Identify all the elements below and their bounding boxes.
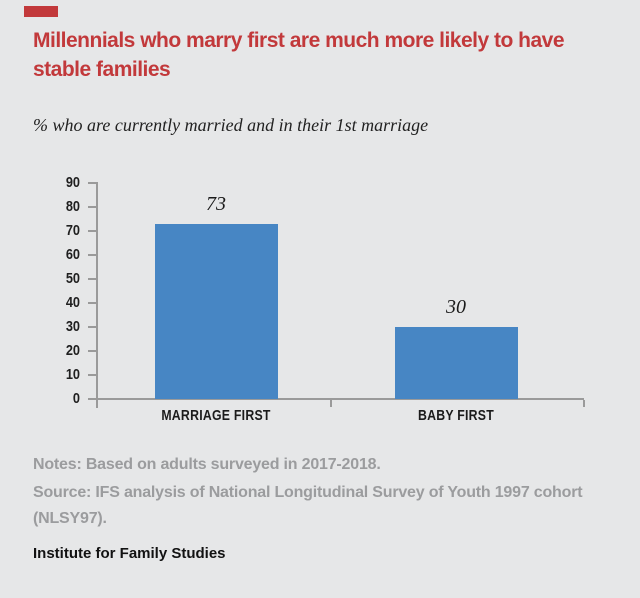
- y-tick-label: 20: [65, 342, 80, 359]
- chart-subtitle: % who are currently married and in their…: [33, 115, 429, 135]
- y-tick-mark: [88, 278, 97, 280]
- brand-red-tab: [24, 6, 58, 17]
- y-tick-label: 0: [72, 390, 80, 407]
- y-tick-mark: [88, 182, 97, 184]
- y-tick-label: 40: [65, 294, 80, 311]
- y-tick-label: 70: [65, 222, 80, 239]
- notes-text: Notes: Based on adults surveyed in 2017-…: [33, 456, 381, 473]
- y-tick-mark: [88, 350, 97, 352]
- y-tick-mark: [88, 326, 97, 328]
- y-tick-mark: [88, 374, 97, 376]
- x-axis-tick: [583, 400, 585, 407]
- bar: [395, 327, 518, 399]
- y-tick-label: 30: [65, 318, 80, 335]
- chart-title: Millennials who marry first are much mor…: [33, 29, 565, 81]
- brand-footer: Institute for Family Studies: [33, 545, 226, 562]
- bar: [155, 224, 278, 399]
- x-axis-line: [89, 398, 584, 400]
- bar-value-label: 30: [446, 296, 466, 318]
- y-tick-label: 10: [65, 366, 80, 383]
- x-axis-tick: [330, 400, 332, 407]
- y-tick-label: 90: [65, 174, 80, 191]
- y-tick-mark: [88, 206, 97, 208]
- y-tick-label: 80: [65, 198, 80, 215]
- y-tick-mark: [88, 254, 97, 256]
- bar-category-label: MARRIAGE FIRST: [161, 407, 271, 424]
- bar-value-label: 73: [206, 193, 226, 215]
- y-tick-label: 50: [65, 270, 80, 287]
- bar-category-label: BABY FIRST: [417, 407, 495, 424]
- y-axis-line: [96, 182, 98, 408]
- y-tick-mark: [88, 230, 97, 232]
- source-text: Source: IFS analysis of National Longitu…: [33, 484, 583, 527]
- y-tick-label: 60: [65, 246, 80, 263]
- y-tick-mark: [88, 302, 97, 304]
